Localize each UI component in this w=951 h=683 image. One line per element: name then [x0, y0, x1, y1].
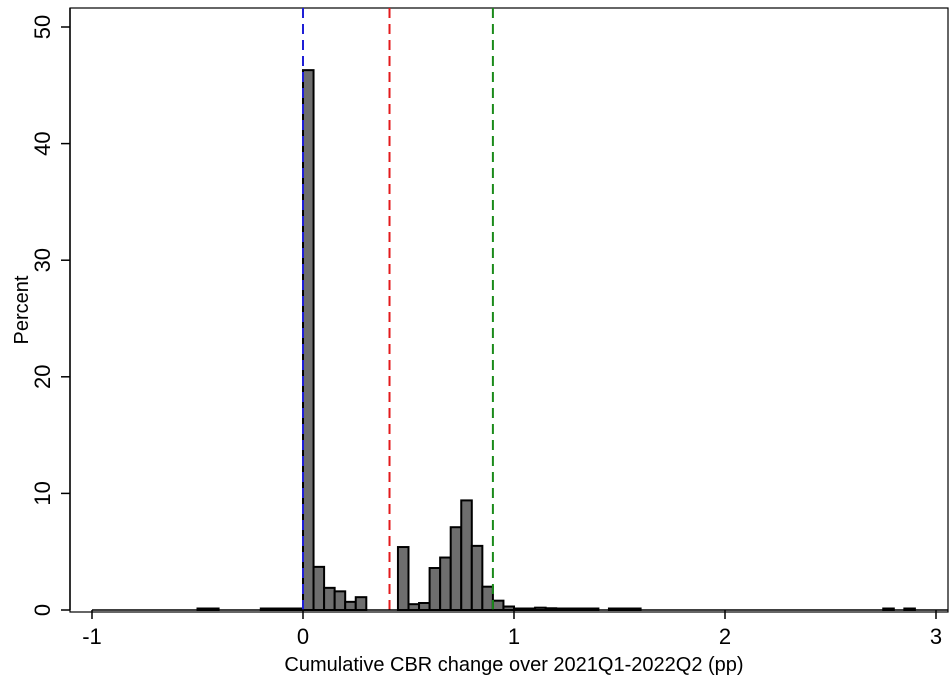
histogram-bar — [407, 603, 421, 611]
histogram-bar — [470, 544, 484, 611]
histogram-bar — [344, 600, 357, 612]
y-tick-label: 50 — [30, 15, 55, 39]
reference-lines-group — [302, 8, 494, 610]
y-tick-label: 0 — [30, 604, 55, 616]
histogram-bar — [323, 586, 336, 611]
x-tick-label: 3 — [930, 624, 942, 649]
histogram-bar — [354, 596, 368, 611]
x-tick-label: 2 — [719, 624, 731, 649]
histogram-bar — [333, 590, 347, 612]
y-axis-title: Percent — [11, 275, 33, 344]
histogram-bar — [481, 585, 494, 611]
y-tick-label: 20 — [30, 365, 55, 389]
histogram-bar — [312, 565, 326, 611]
histogram-bar — [428, 567, 442, 612]
y-axis: 0 10 20 30 40 50 — [30, 8, 71, 616]
y-tick-label: 30 — [30, 248, 55, 272]
histogram-bar — [418, 602, 431, 611]
histogram-bar — [491, 599, 505, 611]
histogram-bar — [302, 69, 315, 611]
histogram-bar — [439, 556, 452, 612]
bars-group — [196, 69, 916, 612]
y-tick-label: 10 — [30, 481, 55, 505]
y-tick-label: 40 — [30, 131, 55, 155]
x-axis-title: Cumulative CBR change over 2021Q1-2022Q2… — [284, 654, 743, 676]
histogram-bar — [396, 546, 410, 611]
histogram-bar — [460, 499, 473, 611]
x-axis: -1 0 1 2 3 — [82, 609, 948, 649]
plot-area — [69, 7, 949, 613]
histogram-bar — [449, 526, 463, 612]
x-tick-label: 1 — [508, 624, 520, 649]
x-tick-label: 0 — [297, 624, 309, 649]
x-tick-label: -1 — [82, 624, 102, 649]
